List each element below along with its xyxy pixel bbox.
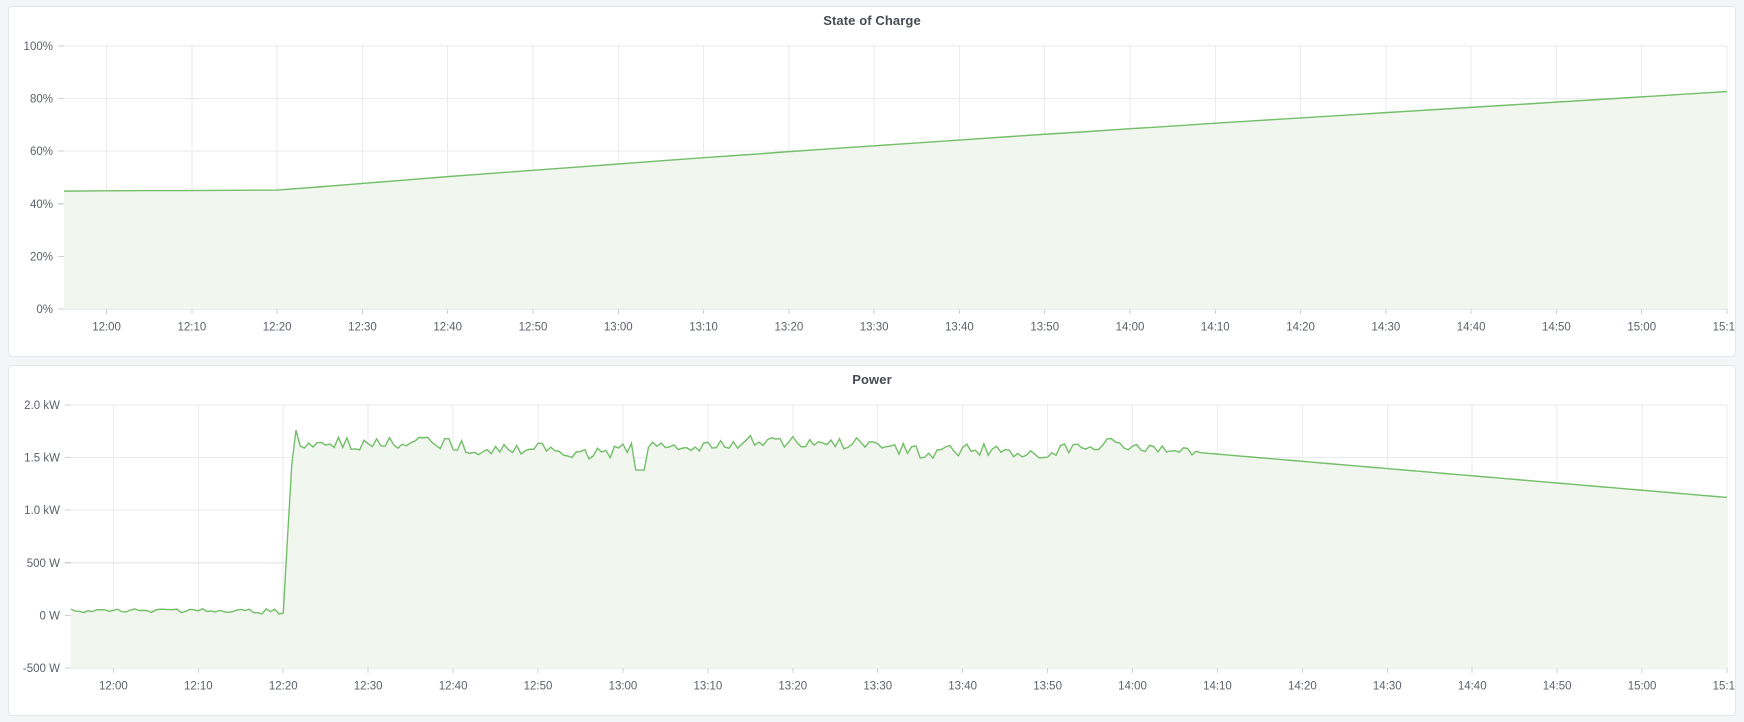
y-tick-label: 40% <box>30 198 53 211</box>
panel-title-power: Power <box>852 372 892 387</box>
series-line <box>63 90 1728 192</box>
x-tick-label: 12:50 <box>524 679 553 692</box>
x-tick-label: 12:00 <box>99 679 128 692</box>
x-tick-label: 13:00 <box>604 320 633 333</box>
x-tick-label: 14:30 <box>1371 320 1400 333</box>
x-tick-label: 14:00 <box>1118 679 1147 692</box>
panel-power[interactable]: Power -500 W 0 W 500 W 1.0 kW 1.5 kW 2.0 kW 12… <box>8 365 1736 716</box>
x-tick-label: 13:40 <box>948 679 977 692</box>
x-tick-label: 14:20 <box>1286 320 1315 333</box>
x-tick-label: 14:40 <box>1458 679 1487 692</box>
x-tick-label: 14:00 <box>1116 320 1145 333</box>
x-tick-label: 13:20 <box>774 320 803 333</box>
x-tick-label: 14:10 <box>1203 679 1232 692</box>
x-tick-label: 13:50 <box>1033 679 1062 692</box>
x-tick-label: 14:10 <box>1201 320 1230 333</box>
y-tick-label: 1.0 kW <box>24 504 60 517</box>
x-tick-label: 12:10 <box>177 320 206 333</box>
x-tick-label: 15:00 <box>1628 679 1657 692</box>
y-tick-label: 60% <box>30 145 53 158</box>
series-area-fill <box>70 430 1728 669</box>
x-tick-label: 13:40 <box>945 320 974 333</box>
y-tick-label: 20% <box>30 250 53 263</box>
y-tick-label: 1.5 kW <box>24 451 60 464</box>
series-line <box>70 429 1728 615</box>
y-tick-label: 0 W <box>40 609 60 622</box>
x-tick-label: 14:30 <box>1373 679 1402 692</box>
x-tick-label: 12:30 <box>348 320 377 333</box>
x-tick-label: 13:10 <box>689 320 718 333</box>
y-tick-label: 100% <box>24 40 53 53</box>
x-tick-label: 12:40 <box>439 679 468 692</box>
x-tick-label: 12:40 <box>433 320 462 333</box>
x-tick-label: 12:10 <box>184 679 213 692</box>
x-tick-label: 15:10 <box>1713 679 1735 692</box>
panel-state-of-charge[interactable]: State of Charge 0% 20% 40% 60% 80% 100% 12:00 1… <box>8 6 1736 357</box>
x-tick-label: 14:50 <box>1542 320 1571 333</box>
x-tick-label: 12:20 <box>269 679 298 692</box>
x-tick-label: 13:00 <box>609 679 638 692</box>
x-tick-label: 13:30 <box>863 679 892 692</box>
x-tick-label: 13:10 <box>694 679 723 692</box>
x-tick-label: 14:20 <box>1288 679 1317 692</box>
y-tick-label: -500 W <box>23 662 60 675</box>
x-tick-label: 14:50 <box>1543 679 1572 692</box>
x-tick-label: 12:20 <box>263 320 292 333</box>
x-tick-label: 12:50 <box>519 320 548 333</box>
state-of-charge-plot: 0% 20% 40% 60% 80% 100% 12:00 12:10 12:20 12:30 12… <box>24 40 1735 334</box>
y-tick-label: 0% <box>36 303 53 316</box>
x-tick-label: 12:30 <box>354 679 383 692</box>
y-tick-label: 80% <box>30 92 53 105</box>
panel-title-state-of-charge: State of Charge <box>823 13 921 28</box>
x-tick-label: 13:30 <box>860 320 889 333</box>
x-tick-label: 15:10 <box>1713 320 1735 333</box>
y-tick-label: 500 W <box>27 557 60 570</box>
power-plot: -500 W 0 W 500 W 1.0 kW 1.5 kW 2.0 kW 12:00 12:… <box>23 399 1735 693</box>
x-tick-label: 14:40 <box>1457 320 1486 333</box>
x-tick-label: 13:50 <box>1030 320 1059 333</box>
x-tick-label: 13:20 <box>778 679 807 692</box>
y-tick-label: 2.0 kW <box>24 399 60 412</box>
chart-state-of-charge[interactable]: 0% 20% 40% 60% 80% 100% 12:00 12:10 12:20 12:30 12… <box>9 7 1735 356</box>
chart-power[interactable]: -500 W 0 W 500 W 1.0 kW 1.5 kW 2.0 kW 12:00 12:… <box>9 366 1735 715</box>
x-tick-label: 12:00 <box>92 320 121 333</box>
series-area-fill <box>63 91 1728 310</box>
x-tick-label: 15:00 <box>1627 320 1656 333</box>
